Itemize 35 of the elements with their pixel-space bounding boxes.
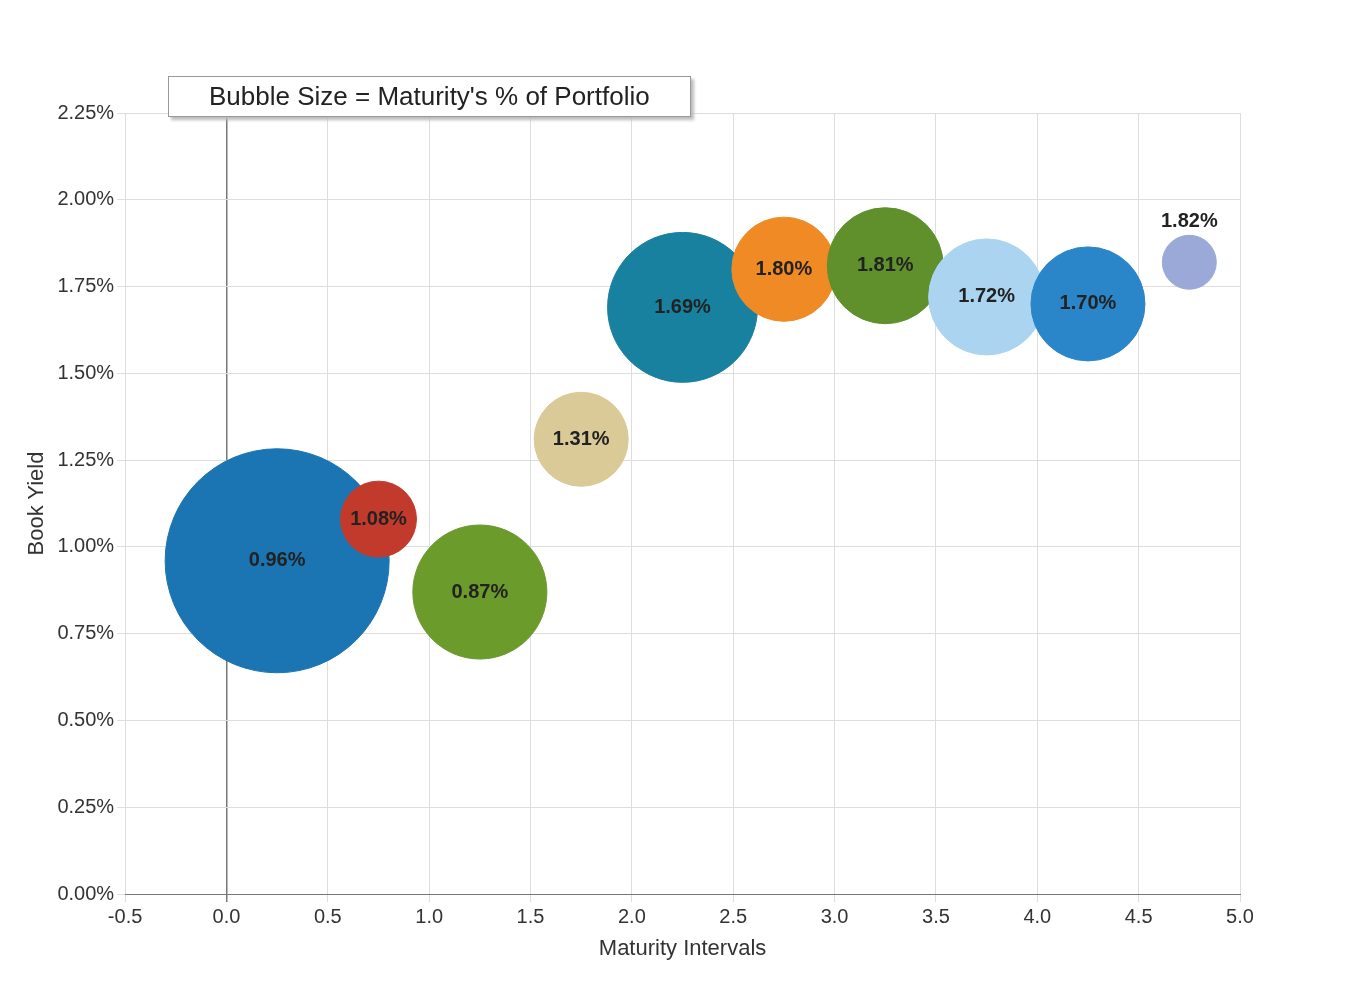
data-label: 1.82% <box>1160 208 1218 231</box>
y-tick-label: 1.25% <box>57 447 115 470</box>
y-tick-label: 1.50% <box>57 360 115 383</box>
y-tick-label: 0.25% <box>57 794 115 817</box>
data-label: 1.08% <box>350 506 408 529</box>
y-tick-label: 0.00% <box>57 881 115 904</box>
data-label: 1.72% <box>958 284 1016 307</box>
y-tick-label: 2.25% <box>57 100 115 123</box>
y-tick-label: 2.00% <box>57 187 115 210</box>
data-label: 1.70% <box>1059 291 1117 314</box>
data-label: 0.87% <box>451 579 509 602</box>
data-label: 1.81% <box>856 253 914 276</box>
x-tick-label: 3.5 <box>922 904 950 927</box>
text: Bubble Size = Maturity's % of Portfolio <box>168 76 691 117</box>
data-label: 1.69% <box>654 294 712 317</box>
x-axis-title: Maturity Intervals <box>598 935 767 961</box>
y-tick-label: 0.75% <box>57 621 115 644</box>
x-tick-label: 5.0 <box>1226 904 1254 927</box>
x-tick-label: 4.0 <box>1023 904 1052 927</box>
x-tick-label: 2.5 <box>719 904 748 927</box>
x-tick-label: 4.5 <box>1124 904 1153 927</box>
y-tick-label: 1.00% <box>57 534 115 557</box>
y-axis-title: Book Yield <box>23 451 49 556</box>
x-tick-label: -0.5 <box>107 904 143 927</box>
x-tick-label: 0.0 <box>212 904 241 927</box>
x-tick-label: 1.0 <box>415 904 444 927</box>
data-label: 1.31% <box>552 426 610 449</box>
x-tick-label: 0.5 <box>313 904 342 927</box>
data-label: 0.96% <box>248 548 306 571</box>
x-tick-label: 1.5 <box>516 904 545 927</box>
x-tick-label: 3.0 <box>820 904 849 927</box>
y-tick-label: 1.75% <box>57 274 115 297</box>
y-tick-label: 0.50% <box>57 707 115 730</box>
x-tick-label: 2.0 <box>617 904 646 927</box>
data-label: 1.80% <box>755 256 813 279</box>
